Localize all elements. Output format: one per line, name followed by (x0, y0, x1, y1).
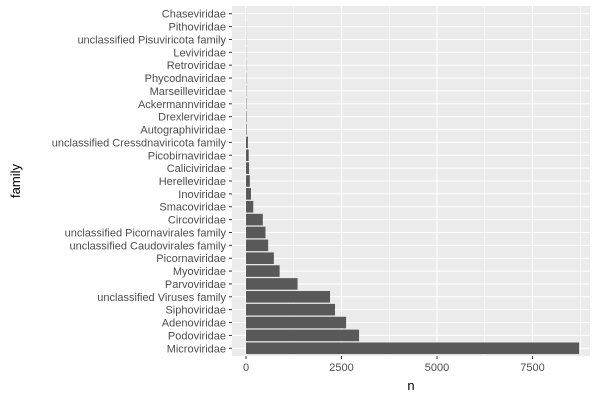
y-tick-label: Smacoviridae (159, 202, 226, 214)
bar-myoviridae (246, 265, 280, 277)
bar-autographiviridae (246, 123, 247, 136)
bar-picobirnaviridae (246, 149, 249, 162)
bar-microviridae (246, 342, 580, 355)
y-tick-label: unclassified Picornavirales family (65, 227, 227, 239)
y-tick-label: Drexlerviridae (158, 112, 226, 124)
y-tick-label: unclassified Pisuviricota family (77, 34, 226, 46)
y-tick-label: Chaseviridae (162, 9, 226, 21)
x-tick-label: 2500 (329, 362, 353, 374)
y-tick-label: Pithoviridae (169, 22, 226, 34)
bar-inoviridae (246, 188, 251, 200)
y-tick-label: unclassified Caudovirales family (69, 240, 226, 252)
x-axis-title: n (407, 378, 414, 393)
y-tick-label: Circoviridae (168, 215, 226, 227)
y-tick-label: unclassified Cressdnaviricota family (52, 137, 227, 149)
x-axis: 0 2500 5000 7500 (243, 356, 545, 374)
bar-unclassified-cressdnaviricota-family (246, 136, 248, 149)
bar-herelleviridae (246, 175, 250, 187)
bar-circoviridae (246, 213, 263, 226)
y-tick-label: Leviviridae (173, 47, 226, 59)
y-tick-label: Ackermannviridae (138, 99, 226, 111)
y-tick-label: Adenoviridae (162, 318, 226, 330)
y-tick-label: Parvoviridae (165, 279, 226, 291)
bar-smacoviridae (246, 200, 254, 213)
bar-caliciviridae (246, 162, 250, 174)
y-axis-title: family (8, 164, 23, 198)
y-tick-label: Picornaviridae (156, 253, 226, 265)
bar-unclassified-viruses-family (246, 291, 331, 303)
y-tick-label: Picobirnaviridae (148, 150, 226, 162)
y-tick-label: Phycodnaviridae (145, 73, 226, 85)
y-tick-label: Microviridae (167, 343, 226, 355)
bar-picornaviridae (246, 252, 274, 264)
y-tick-label: unclassified Viruses family (97, 292, 226, 304)
x-tick-label: 7500 (520, 362, 544, 374)
bar-podoviridae (246, 329, 360, 342)
y-tick-label: Marseilleviridae (150, 86, 226, 98)
y-axis: MicroviridaePodoviridaeAdenoviridaeSipho… (52, 9, 232, 355)
bar-parvoviridae (246, 278, 298, 290)
bar-siphoviridae (246, 303, 336, 316)
y-tick-label: Autographiviridae (140, 125, 226, 137)
bar-adenoviridae (246, 316, 347, 329)
y-tick-label: Myoviridae (173, 266, 226, 278)
bar-unclassified-picornavirales-family (246, 226, 266, 239)
bars (246, 7, 580, 355)
x-tick-label: 0 (243, 362, 249, 374)
bar-unclassified-caudovirales-family (246, 239, 269, 252)
x-tick-label: 5000 (425, 362, 449, 374)
y-tick-label: Podoviridae (168, 330, 226, 342)
y-tick-label: Retroviridae (167, 60, 226, 72)
y-tick-label: Caliciviridae (167, 163, 226, 175)
y-tick-label: Siphoviridae (165, 305, 226, 317)
y-tick-label: Inoviridae (178, 189, 226, 201)
y-tick-label: Herelleviridae (159, 176, 226, 188)
